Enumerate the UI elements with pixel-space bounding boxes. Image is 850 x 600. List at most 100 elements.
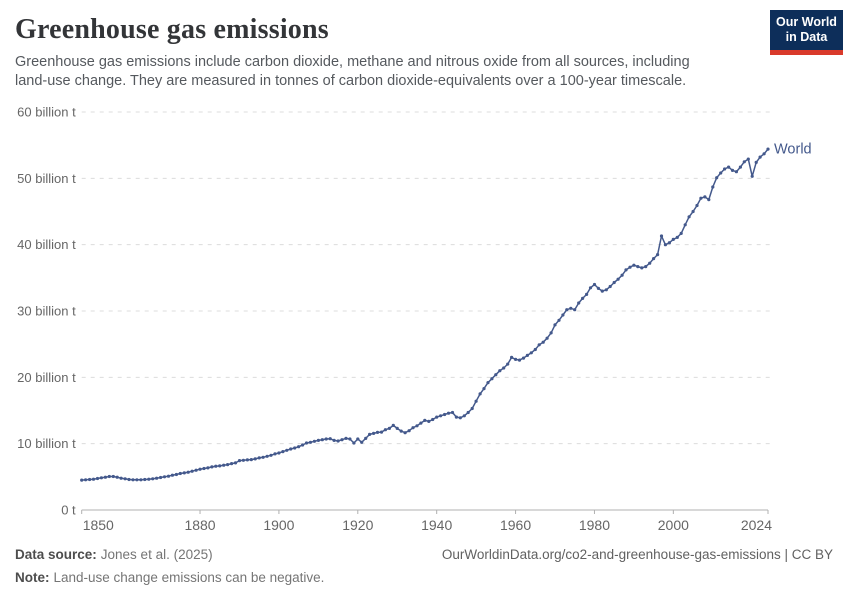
owid-logo[interactable]: Our World in Data [770,10,843,55]
data-point[interactable] [218,464,222,468]
data-point[interactable] [95,476,100,481]
data-point[interactable] [454,415,458,419]
data-point[interactable] [147,477,151,481]
data-point[interactable] [166,474,171,478]
data-point[interactable] [707,198,711,202]
data-point[interactable] [443,412,447,417]
data-point[interactable] [553,323,557,327]
data-point[interactable] [506,362,510,366]
data-point[interactable] [301,443,305,447]
data-point[interactable] [297,445,301,449]
data-point[interactable] [399,429,403,433]
data-point[interactable] [214,464,218,468]
data-point[interactable] [727,165,731,169]
data-point[interactable] [308,440,313,444]
data-point[interactable] [336,439,340,443]
series-label-world[interactable]: World [774,142,812,158]
data-point[interactable] [91,477,96,481]
data-point[interactable] [514,357,518,361]
data-point[interactable] [253,457,257,461]
data-point[interactable] [261,455,265,459]
data-point[interactable] [482,387,486,391]
attribution-link[interactable]: OurWorldinData.org/co2-and-greenhouse-ga… [441,547,833,562]
data-point[interactable] [644,265,648,269]
data-point[interactable] [281,450,285,454]
data-point[interactable] [596,286,601,290]
data-point[interactable] [466,410,470,415]
data-point[interactable] [446,411,451,415]
data-point[interactable] [521,356,526,360]
data-point[interactable] [277,451,281,455]
data-point[interactable] [320,438,324,442]
data-point[interactable] [155,476,159,480]
data-point[interactable] [636,265,640,269]
data-point[interactable] [616,277,620,281]
data-point[interactable] [324,437,328,441]
data-point[interactable] [119,476,123,480]
data-point[interactable] [273,452,277,456]
data-point[interactable] [348,437,352,441]
data-point[interactable] [746,157,750,161]
data-point[interactable] [415,424,419,428]
data-point[interactable] [529,351,533,355]
data-point[interactable] [561,313,565,317]
data-point[interactable] [470,406,474,411]
data-point[interactable] [703,195,707,199]
data-point[interactable] [458,416,462,420]
data-point[interactable] [107,474,111,479]
data-point[interactable] [494,373,498,377]
data-point[interactable] [143,477,147,482]
data-point[interactable] [316,438,320,442]
data-point[interactable] [699,196,703,200]
data-point[interactable] [549,331,553,335]
data-point[interactable] [620,273,624,277]
data-point[interactable] [640,266,644,270]
data-point[interactable] [162,475,167,479]
data-point[interactable] [403,431,407,435]
data-point[interactable] [174,472,178,477]
data-point[interactable] [715,176,719,180]
data-point[interactable] [352,441,356,445]
data-point[interactable] [588,286,593,290]
data-point[interactable] [742,160,746,164]
data-point[interactable] [344,436,348,440]
data-point[interactable] [624,268,628,272]
data-point[interactable] [206,466,210,470]
data-point[interactable] [525,353,530,357]
data-point[interactable] [265,454,269,458]
data-point[interactable] [170,473,174,477]
data-point[interactable] [230,462,234,466]
data-point[interactable] [695,203,699,208]
data-point[interactable] [387,426,391,430]
data-point[interactable] [123,477,127,481]
data-point[interactable] [679,231,683,235]
data-point[interactable] [537,343,541,347]
data-point[interactable] [648,261,652,265]
data-point[interactable] [691,209,695,214]
data-point[interactable] [411,426,415,430]
data-point[interactable] [237,459,242,463]
data-point[interactable] [427,419,431,423]
data-point[interactable] [628,265,632,269]
data-point[interactable] [103,475,107,479]
data-point[interactable] [439,414,443,418]
data-point[interactable] [711,185,715,189]
data-point[interactable] [391,423,395,427]
data-point[interactable] [111,474,115,479]
data-point[interactable] [604,288,608,292]
data-point[interactable] [198,467,202,471]
data-point[interactable] [585,292,589,296]
data-point[interactable] [435,415,439,419]
data-point[interactable] [364,436,368,440]
data-point[interactable] [675,235,679,239]
data-point[interactable] [762,152,766,156]
data-point[interactable] [719,171,723,175]
data-point[interactable] [360,440,364,444]
data-point[interactable] [332,438,336,442]
data-point[interactable] [608,284,612,289]
data-point[interactable] [368,432,372,436]
data-point[interactable] [569,306,573,310]
data-point[interactable] [462,414,466,418]
data-point[interactable] [659,234,664,238]
data-point[interactable] [517,358,522,362]
